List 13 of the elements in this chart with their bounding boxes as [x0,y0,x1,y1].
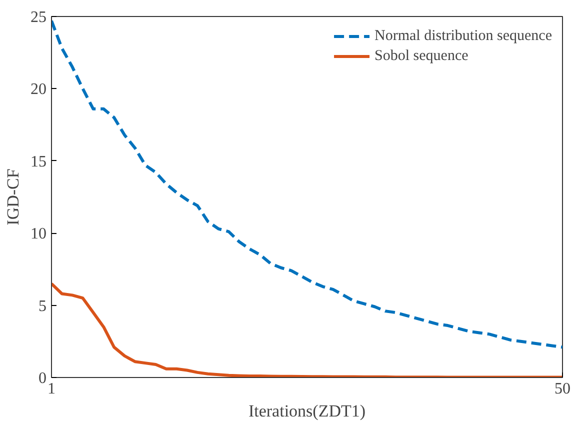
legend-label: Normal distribution sequence [374,28,552,44]
y-tick-label: 10 [30,226,46,243]
x-tick-label: 1 [48,380,56,398]
y-tick-label: 20 [30,81,46,98]
line-series [52,19,562,349]
y-tick-label: 0 [38,370,46,387]
x-tick-label: 50 [554,380,570,398]
y-tick-label: 25 [30,9,46,26]
y-tick-label: 15 [30,153,46,170]
y-axis-title: IGD-CF [4,168,22,226]
legend-label: Sobol sequence [374,48,468,64]
y-tick-label: 5 [38,298,46,315]
x-axis-title: Iterations(ZDT1) [248,402,366,420]
